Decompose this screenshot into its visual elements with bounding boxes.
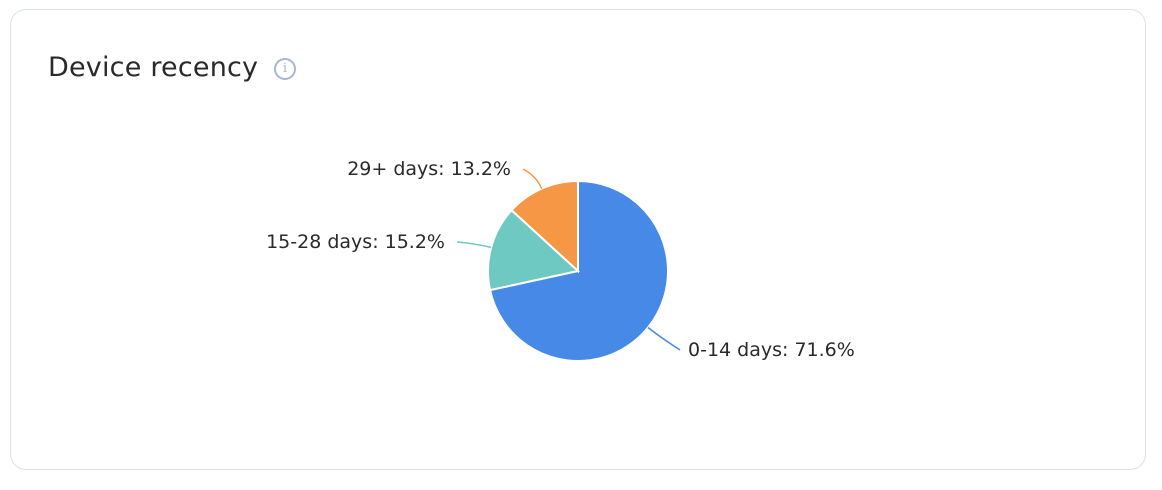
label-connector-0	[647, 326, 681, 351]
data-label-2: 29+ days: 13.2%	[347, 158, 511, 180]
info-icon[interactable]: i	[274, 58, 296, 80]
data-label-0: 0-14 days: 71.6%	[688, 339, 855, 361]
data-label-1: 15-28 days: 15.2%	[266, 231, 445, 253]
device-recency-card: Device recency i	[10, 9, 1146, 470]
card-title: Device recency	[48, 52, 259, 83]
label-connector-2	[522, 168, 543, 189]
label-connector-1	[456, 241, 492, 249]
pie-slice-1[interactable]	[487, 208, 581, 292]
pie-slice-2[interactable]	[510, 179, 579, 274]
